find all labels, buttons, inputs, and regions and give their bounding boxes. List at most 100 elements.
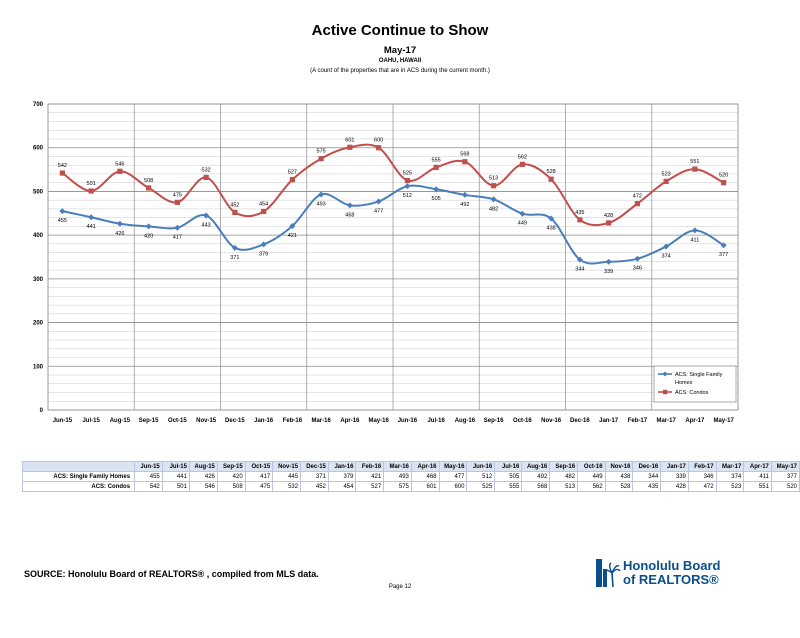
data-label: 339 (604, 269, 613, 275)
data-label: 523 (662, 171, 671, 177)
x-tick-label: Feb-17 (628, 418, 648, 424)
data-point-condos (261, 208, 267, 215)
table-cell: 551 (743, 481, 772, 492)
y-tick-label: 100 (33, 364, 44, 370)
data-point-condos (433, 164, 439, 170)
table-cell: 411 (743, 471, 772, 482)
data-point-single-family (174, 224, 181, 231)
data-label: 501 (87, 181, 96, 187)
table-cell: 525 (466, 481, 496, 492)
table-cell: 520 (770, 481, 800, 492)
data-label: 421 (288, 233, 297, 239)
data-point-single-family (691, 227, 698, 234)
table-cell: 371 (300, 471, 329, 482)
x-tick-label: Sep-15 (139, 418, 159, 424)
source-note: SOURCE: Honolulu Board of REALTORS® , co… (24, 569, 319, 579)
data-point-condos (117, 168, 123, 174)
table-cell: 468 (410, 471, 440, 482)
table-cell: 428 (660, 481, 689, 492)
table-cell: 532 (272, 481, 302, 492)
data-point-condos (174, 199, 180, 205)
data-label: 454 (259, 202, 268, 208)
table-cell: 555 (494, 481, 523, 492)
table-cell: 505 (494, 471, 523, 482)
data-label: 546 (115, 161, 124, 167)
table-cell: 435 (632, 481, 662, 492)
chart-subtitle: May-17 (383, 45, 417, 56)
data-label: 477 (374, 208, 383, 214)
x-tick-label: Dec-15 (225, 418, 245, 424)
table-column-header: Sep-15 (216, 461, 246, 472)
legend-label-cont: Homes (675, 380, 693, 386)
data-point-single-family (490, 196, 497, 203)
data-point-single-family (605, 258, 612, 265)
table-column-header: Sep-16 (549, 461, 579, 472)
data-label: 344 (575, 267, 584, 273)
data-label: 601 (345, 137, 354, 143)
table-column-header: Jun-15 (134, 461, 163, 472)
x-tick-label: Nov-15 (196, 418, 217, 424)
x-tick-label: Feb-16 (283, 418, 303, 424)
table-column-header: Jul-16 (494, 461, 523, 472)
x-tick-label: Nov-16 (541, 418, 562, 424)
data-point-single-family (461, 191, 468, 198)
data-point-single-family (203, 212, 210, 219)
table-cell: 493 (383, 471, 412, 482)
location-label: OAHU, HAWAII (378, 58, 422, 64)
table-cell: 482 (549, 471, 579, 482)
y-tick-label: 400 (33, 233, 44, 239)
page-number: Page 12 (388, 584, 412, 590)
data-point-single-family (318, 191, 325, 198)
y-tick-label: 600 (33, 146, 44, 152)
data-label: 508 (144, 178, 153, 184)
data-label: 374 (662, 254, 671, 260)
data-point-condos (59, 170, 65, 176)
data-label: 449 (518, 221, 527, 227)
x-tick-label: Jan-16 (254, 418, 274, 424)
page-title: Active Continue to Show (311, 22, 489, 39)
x-tick-label: May-16 (368, 418, 389, 424)
table-cell: 374 (715, 471, 745, 482)
data-point-single-family (231, 244, 238, 251)
data-label: 417 (173, 235, 182, 241)
legend-marker (662, 371, 668, 377)
table-cell: 426 (188, 471, 218, 482)
x-tick-label: Aug-15 (110, 418, 131, 424)
data-point-single-family (720, 242, 727, 249)
table-cell: 568 (521, 481, 551, 492)
x-tick-label: Mar-16 (311, 418, 331, 424)
data-point-single-family (404, 183, 411, 190)
logo-line-1: Honolulu Board (623, 558, 721, 573)
table-cell: 452 (300, 481, 329, 492)
table-row-label: ACS: Single Family Homes (21, 471, 136, 482)
x-tick-label: Oct-16 (513, 418, 532, 424)
table-cell: 344 (632, 471, 662, 482)
data-point-condos (721, 180, 727, 186)
table-cell: 377 (770, 471, 800, 482)
data-label: 520 (719, 173, 728, 179)
table-column-header: Nov-16 (604, 461, 634, 472)
data-point-condos (289, 177, 295, 183)
x-tick-label: Apr-17 (685, 418, 705, 424)
data-label: 532 (202, 167, 211, 173)
table-cell: 455 (134, 471, 163, 482)
data-point-condos (376, 145, 382, 151)
table-column-header: May-16 (438, 461, 468, 472)
data-label: 426 (115, 231, 124, 237)
table-column-header: Jul-15 (161, 461, 190, 472)
x-tick-label: Apr-16 (340, 418, 360, 424)
data-label: 575 (317, 149, 326, 155)
table-column-header: Feb-16 (355, 461, 385, 472)
data-label: 505 (432, 196, 441, 202)
table-cell: 477 (438, 471, 468, 482)
table-cell: 546 (188, 481, 218, 492)
table-cell: 600 (438, 481, 468, 492)
x-tick-label: Aug-16 (455, 418, 476, 424)
data-label: 455 (58, 218, 67, 224)
data-label: 379 (259, 251, 268, 257)
table-row: ACS: Condos 542 501 546 508 475 532 452 454 527 57… (21, 481, 800, 492)
data-point-condos (462, 159, 468, 165)
x-tick-label: Jan-17 (599, 418, 619, 424)
data-label: 472 (633, 194, 642, 200)
table-cell: 523 (715, 481, 745, 492)
